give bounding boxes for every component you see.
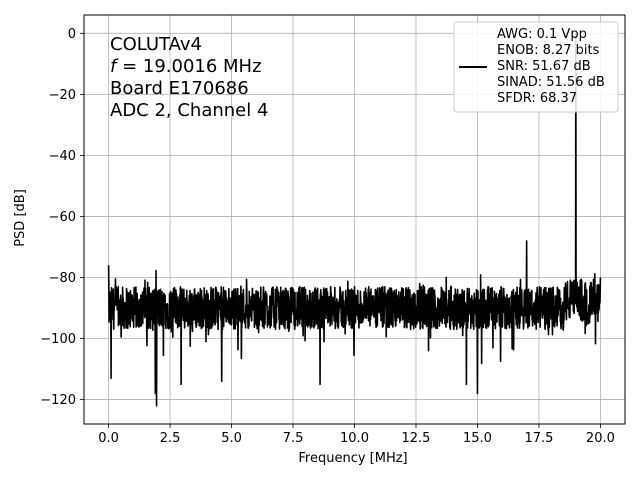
y-tick-label: −100 [40,332,76,347]
x-axis-label: Frequency [MHz] [298,451,407,466]
legend-box [453,21,619,113]
y-tick-label: −80 [49,271,76,286]
y-tick-label: −120 [40,393,76,408]
y-tick-label: −20 [49,88,76,103]
y-axis-ticks: 0 −20 −40 −60 −80 −100 −120 [40,27,84,408]
legend: AWG: 0.1 Vpp ENOB: 8.27 bits SNR: 51.67 … [453,21,619,113]
annotation-line-3: Board E170686 [110,78,249,99]
y-tick-label: 0 [68,27,76,42]
x-tick-label: 10.0 [340,431,369,446]
legend-line-1: AWG: 0.1 Vpp [497,27,587,42]
x-tick-label: 12.5 [402,431,431,446]
x-tick-label: 2.5 [160,431,181,446]
x-tick-label: 5.0 [221,431,242,446]
annotation-line-2: f = 19.0016 MHz [110,56,262,77]
legend-line-2: ENOB: 8.27 bits [497,43,600,58]
psd-series [107,32,602,407]
legend-line-3: SNR: 51.67 dB [497,59,591,74]
x-tick-label: 20.0 [586,431,615,446]
y-tick-label: −40 [49,149,76,164]
y-axis-label: PSD [dB] [13,189,28,247]
x-tick-label: 0.0 [98,431,119,446]
annotation-block: COLUTAv4 f = 19.0016 MHz Board E170686 A… [110,34,268,121]
legend-line-4: SINAD: 51.56 dB [497,75,605,90]
x-tick-label: 17.5 [524,431,553,446]
annotation-line-1: COLUTAv4 [110,34,202,55]
grid [84,15,625,424]
x-axis-ticks: 0.0 2.5 5.0 7.5 10.0 12.5 15.0 17.5 20.0 [98,424,615,446]
x-tick-label: 7.5 [283,431,304,446]
legend-line-5: SFDR: 68.37 [497,91,577,106]
x-tick-label: 15.0 [463,431,492,446]
annotation-line-4: ADC 2, Channel 4 [110,100,268,121]
y-tick-label: −60 [49,210,76,225]
psd-line [107,32,602,407]
